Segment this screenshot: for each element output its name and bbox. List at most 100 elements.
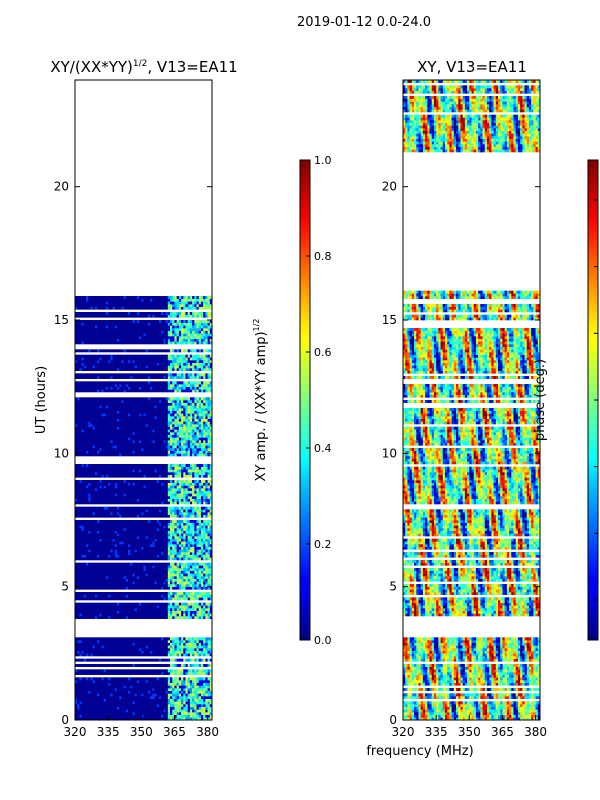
amp-heatmap-cell xyxy=(121,530,124,534)
amp-heatmap-cell xyxy=(207,498,211,502)
amp-heatmap-cell xyxy=(75,469,78,473)
amp-heatmap-cell xyxy=(185,525,188,529)
amp-heatmap-cell xyxy=(103,664,107,667)
amp-heatmap-cell xyxy=(187,480,191,483)
amp-heatmap-cell xyxy=(81,549,85,553)
amp-heatmap-cell xyxy=(119,680,122,683)
amp-heatmap-cell xyxy=(97,650,100,654)
amp-heatmap-cell xyxy=(181,541,184,545)
amp-heatmap-cell xyxy=(128,576,131,579)
amp-heatmap-cell xyxy=(132,496,135,499)
amp-heatmap-cell xyxy=(114,712,118,715)
amp-heatmap-cell xyxy=(108,637,111,641)
amp-heatmap-cell xyxy=(139,573,142,577)
amp-heatmap-cell xyxy=(207,522,211,526)
amp-heatmap-cell xyxy=(128,525,131,529)
amp-heatmap-cell xyxy=(167,706,171,710)
amp-heatmap-cell xyxy=(77,453,80,457)
amp-heatmap-cell xyxy=(121,616,124,619)
amp-heatmap-cell xyxy=(108,650,111,654)
amp-heatmap-cell xyxy=(103,576,107,579)
amp-heatmap-cell xyxy=(110,605,113,609)
amp-heatmap-cell xyxy=(156,530,160,534)
amp-heatmap-cell xyxy=(174,546,177,550)
amp-heatmap-cell xyxy=(145,706,149,710)
amp-heatmap-cell xyxy=(94,669,98,673)
amp-heatmap-cell xyxy=(83,466,87,470)
amp-heatmap-cell xyxy=(81,664,85,667)
amp-heatmap-cell xyxy=(172,552,175,555)
amp-heatmap-cell xyxy=(161,688,164,691)
amp-heatmap-cell xyxy=(99,522,102,526)
amp-heatmap-cell xyxy=(114,522,118,526)
amp-heatmap-cell xyxy=(94,490,98,494)
amp-heatmap-cell xyxy=(154,533,158,537)
amp-heatmap-cell xyxy=(108,546,111,550)
amp-heatmap-cell xyxy=(187,544,191,547)
amp-heatmap-cell xyxy=(145,658,149,662)
amp-heatmap-cell xyxy=(97,544,100,547)
amp-heatmap-cell xyxy=(174,530,177,534)
amp-heatmap-cell xyxy=(90,525,93,529)
amp-heatmap-cell xyxy=(192,506,195,510)
amp-heatmap-cell xyxy=(156,592,160,595)
amp-heatmap-cell xyxy=(158,541,162,545)
amp-heatmap-cell xyxy=(150,602,153,606)
amp-heatmap-cell xyxy=(114,557,118,561)
amp-heatmap-cell xyxy=(77,594,80,598)
amp-heatmap-cell xyxy=(187,546,191,550)
amp-heatmap-cell xyxy=(81,528,85,531)
amp-heatmap-cell xyxy=(209,562,212,566)
amp-heatmap-cell xyxy=(163,642,166,646)
amp-heatmap-cell xyxy=(132,704,135,707)
amp-heatmap-cell xyxy=(110,608,113,611)
amp-heatmap-cell xyxy=(77,706,80,710)
amp-heatmap-cell xyxy=(170,712,173,715)
amp-heatmap-cell xyxy=(183,562,186,566)
amp-heatmap-cell xyxy=(196,685,200,689)
amp-heatmap-cell xyxy=(178,597,182,601)
amp-heatmap-cell xyxy=(209,570,212,574)
amp-heatmap-cell xyxy=(156,562,160,566)
amp-heatmap-cell xyxy=(105,528,109,531)
amp-heatmap-cell xyxy=(79,594,82,598)
amp-heatmap-cell xyxy=(172,541,175,545)
amp-heatmap-cell xyxy=(189,578,193,582)
amp-heatmap-cell xyxy=(158,717,162,720)
amp-heatmap-cell xyxy=(189,645,193,649)
amp-heatmap-cell xyxy=(196,706,200,710)
amp-heatmap-cell xyxy=(90,528,93,531)
amp-heatmap-cell xyxy=(170,594,173,598)
amp-heatmap-cell xyxy=(128,672,131,675)
amp-heatmap-cell xyxy=(130,664,133,667)
amp-heatmap-cell xyxy=(203,680,206,683)
amp-heatmap-cell xyxy=(128,602,131,606)
amp-heatmap-cell xyxy=(205,642,208,646)
amp-heatmap-cell xyxy=(101,610,105,614)
amp-heatmap-cell xyxy=(79,482,82,486)
amp-heatmap-cell xyxy=(130,453,133,457)
amp-heatmap-cell xyxy=(163,578,166,582)
amp-heatmap-cell xyxy=(189,546,193,550)
amp-heatmap-cell xyxy=(209,576,212,579)
amp-heatmap-cell xyxy=(105,562,109,566)
amp-heatmap-cell xyxy=(145,501,149,505)
amp-heatmap-cell xyxy=(83,669,87,673)
amp-heatmap-cell xyxy=(123,613,127,617)
amp-heatmap-cell xyxy=(145,717,149,720)
amp-heatmap-cell xyxy=(121,586,124,590)
amp-heatmap-cell xyxy=(198,717,202,720)
amp-heatmap-cell xyxy=(203,616,206,619)
amp-heatmap-cell xyxy=(200,685,204,689)
amp-heatmap-cell xyxy=(170,568,173,571)
amp-heatmap-cell xyxy=(192,488,195,491)
amp-heatmap-cell xyxy=(154,546,158,550)
amp-heatmap-cell xyxy=(90,509,93,513)
amp-heatmap-cell xyxy=(200,544,204,547)
amp-heatmap-cell xyxy=(150,712,153,715)
amp-heatmap-cell xyxy=(205,605,208,609)
amp-heatmap-cell xyxy=(183,648,186,651)
amp-heatmap-cell xyxy=(209,584,212,587)
amp-heatmap-cell xyxy=(125,650,129,654)
amp-heatmap-cell xyxy=(130,546,133,550)
